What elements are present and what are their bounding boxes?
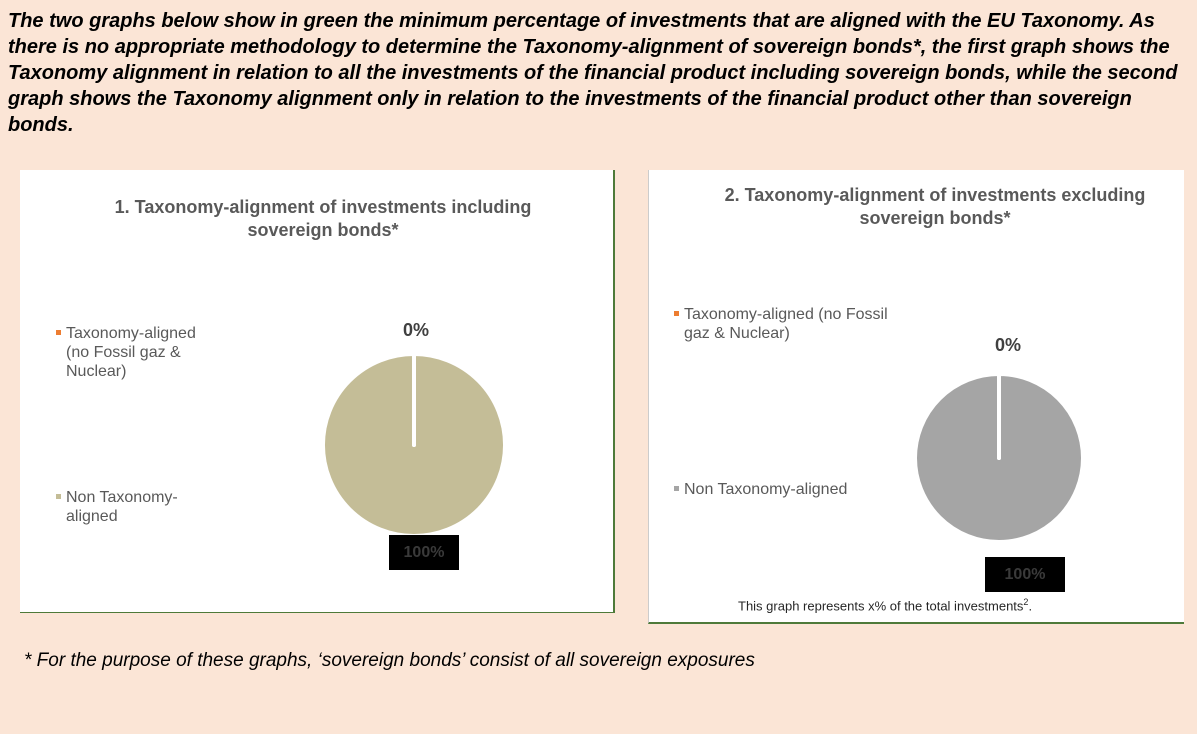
chart-title: 2. Taxonomy-alignment of investments exc… xyxy=(724,185,1146,228)
intro-text: The two graphs below show in green the m… xyxy=(8,10,1178,136)
note-text: . xyxy=(1028,598,1033,614)
pie xyxy=(321,352,507,538)
value-label: 0% xyxy=(402,320,429,340)
legend-entry: Non Taxonomy-aligned xyxy=(56,488,216,526)
chart-panel xyxy=(648,170,1184,624)
legend-label: Taxonomy-aligned (no Fossil gaz & Nuclea… xyxy=(66,325,196,380)
legend-label: Non Taxonomy-aligned xyxy=(684,481,848,498)
value-label: 100% xyxy=(389,535,459,570)
chart-panel xyxy=(20,170,615,613)
legend-entry: Non Taxonomy-aligned xyxy=(674,480,894,499)
legend-swatch xyxy=(674,486,679,491)
legend-swatch xyxy=(56,330,61,335)
note-text: 2 xyxy=(1023,597,1029,607)
legend-entry: Taxonomy-aligned (no Fossil gaz & Nuclea… xyxy=(674,305,894,343)
footnote: * For the purpose of these graphs, ‘sove… xyxy=(24,650,755,671)
legend-swatch xyxy=(56,494,61,499)
chart-note: This graph represents x% of the total in… xyxy=(738,597,1032,613)
value-label: 0% xyxy=(994,335,1021,355)
note-text: This graph represents x% of the total in… xyxy=(738,598,1024,614)
pie xyxy=(913,372,1085,544)
legend-label: Taxonomy-aligned (no Fossil gaz & Nuclea… xyxy=(684,306,888,342)
legend-swatch xyxy=(674,311,679,316)
legend-entry: Taxonomy-aligned (no Fossil gaz & Nuclea… xyxy=(56,324,216,381)
value-label: 100% xyxy=(985,557,1065,592)
chart-title: 1. Taxonomy-alignment of investments inc… xyxy=(114,197,532,240)
legend-label: Non Taxonomy-aligned xyxy=(66,489,178,525)
